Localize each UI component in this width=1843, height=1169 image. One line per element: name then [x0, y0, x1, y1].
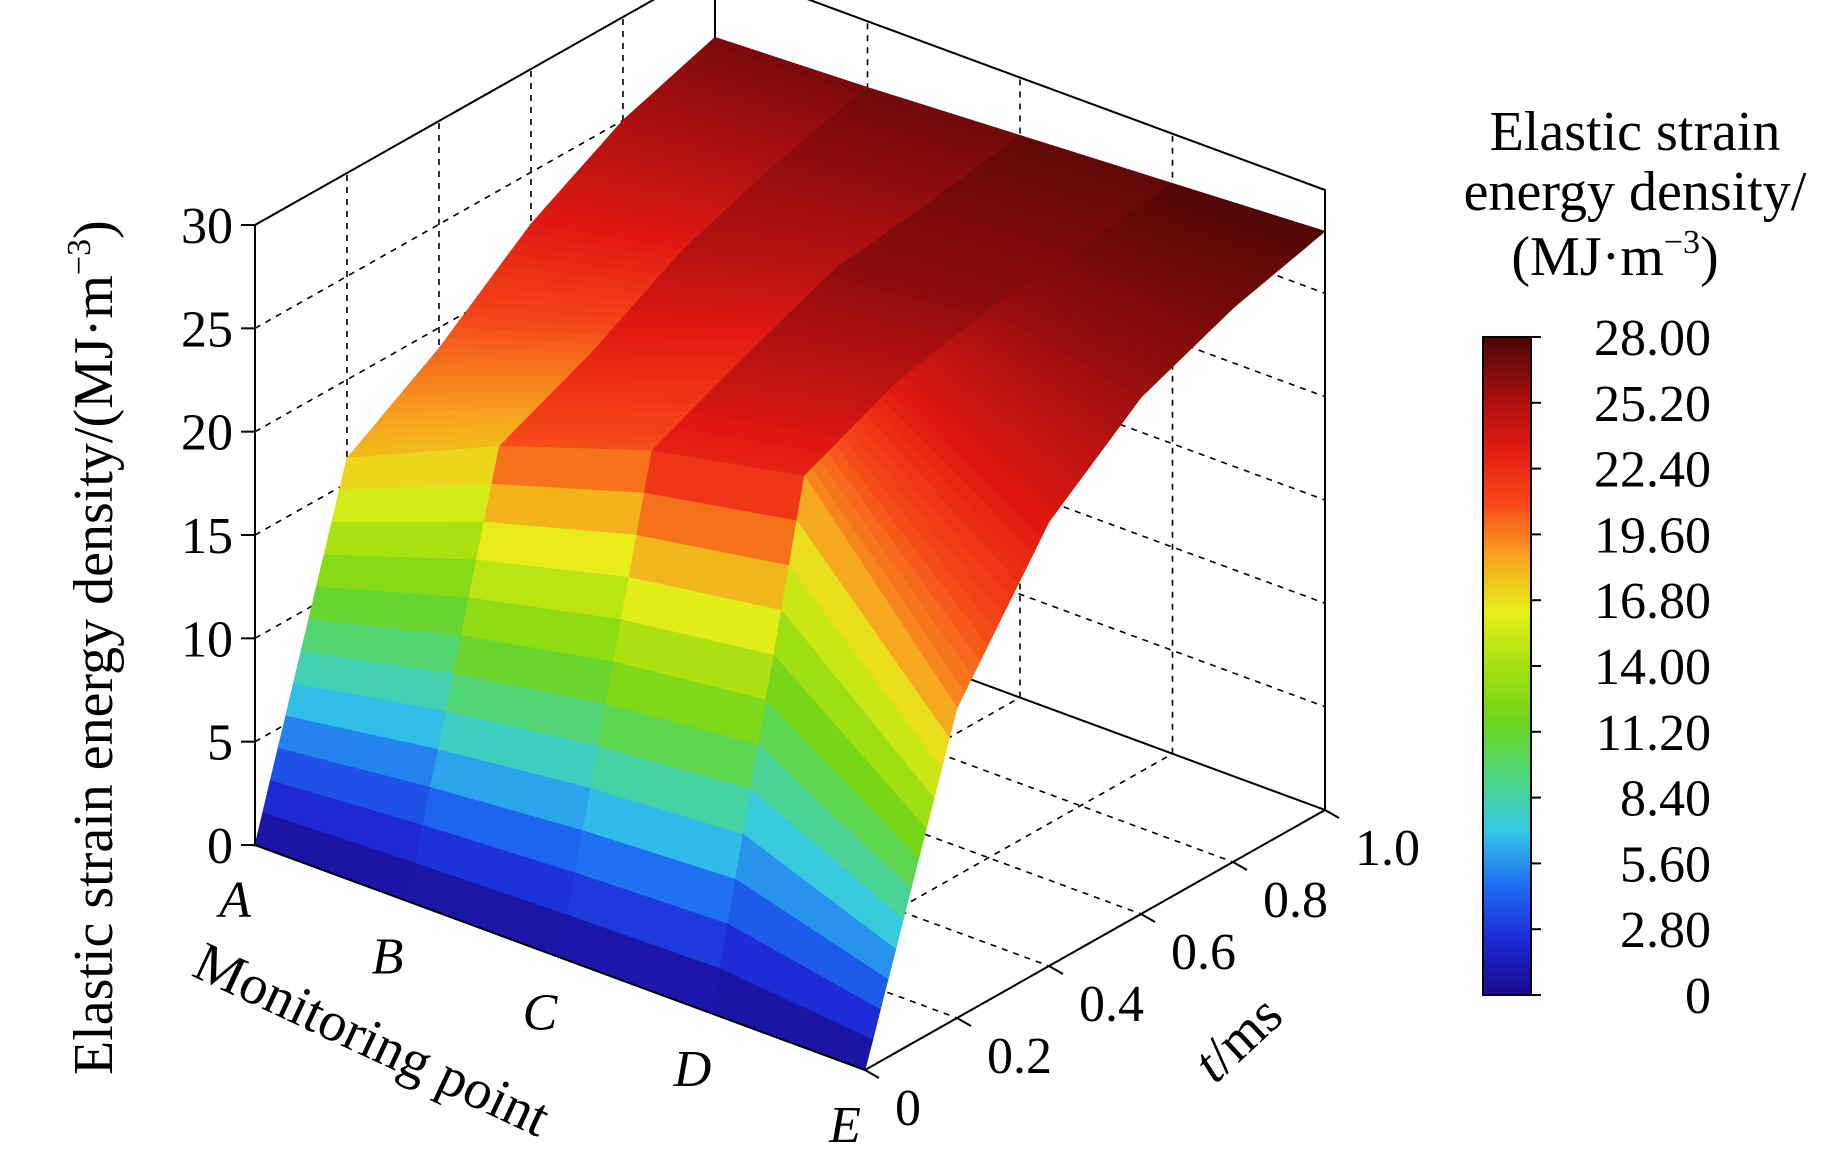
t-tick-mark [864, 1069, 880, 1079]
colorbar-title-unit: (MJ·m−3) [1511, 224, 1718, 288]
z-tick-label: 5 [207, 715, 233, 772]
colorbar-bar [1482, 336, 1532, 996]
t-tick-label: 0.4 [1079, 976, 1144, 1033]
colorbar-tick-label: 5.60 [1620, 836, 1711, 893]
surface-patch [415, 366, 578, 377]
z-axis-ticks: 0 5 10 15 20 25 30 [181, 198, 255, 875]
t-tick-mark [956, 1017, 972, 1027]
surface-patch [407, 375, 570, 386]
surface-plot [254, 36, 1326, 1071]
t-tick-mark [1140, 913, 1156, 923]
colorbar-tick-label: 16.80 [1594, 573, 1711, 630]
t-axis-line [864, 809, 1326, 1071]
t-tick-label: 0.2 [987, 1028, 1052, 1085]
t-tick-mark [1048, 965, 1064, 975]
z-axis-title: Elastic strain energy density/(MJ·m−3) [61, 220, 125, 1075]
category-label: B [372, 928, 404, 985]
colorbar-tick-label: 0 [1685, 968, 1711, 1025]
z-tick-label: 10 [181, 611, 233, 668]
colorbar-tick-label: 11.20 [1596, 705, 1711, 762]
category-label: C [523, 985, 559, 1042]
z-tick-label: 0 [207, 818, 233, 875]
colorbar-title-line-2: energy density/ [1464, 161, 1807, 223]
x-axis-line [254, 844, 866, 1071]
z-gridline [254, 0, 1326, 226]
t-axis-title: t/ms [1182, 983, 1295, 1094]
t-tick-label: 0.8 [1263, 872, 1328, 929]
z-tick-label: 20 [181, 405, 233, 462]
surface-patch [331, 483, 493, 524]
t-tick-mark [1232, 861, 1248, 871]
colorbar-tick-label: 19.60 [1594, 507, 1711, 564]
t-tick-label: 0.6 [1171, 924, 1236, 981]
z-tick-label: 15 [181, 508, 233, 565]
surface-patch [323, 521, 485, 561]
category-label: E [828, 1097, 861, 1154]
t-axis-ticks: 0 0.2 0.4 0.6 0.8 1.0 [864, 809, 1420, 1137]
category-label: A [216, 872, 251, 929]
x-axis-categories: A B C D E [216, 872, 861, 1154]
colorbar: Elastic strain energy density/ (MJ·m−3) … [1464, 101, 1807, 1025]
colorbar-tick-label: 22.40 [1594, 442, 1711, 499]
colorbar-tick-label: 28.00 [1594, 310, 1711, 367]
t-tick-label: 1.0 [1355, 820, 1420, 877]
colorbar-tick-label: 8.40 [1620, 771, 1711, 828]
colorbar-title-line-1: Elastic strain [1490, 101, 1781, 163]
colorbar-tick-label: 25.20 [1594, 376, 1711, 433]
category-label: D [673, 1041, 712, 1098]
colorbar-ticks: 28.00 25.20 22.40 19.60 16.80 14.00 11.20 8.40 5… [1531, 310, 1711, 1025]
z-tick-label: 30 [181, 198, 233, 255]
z-tick-label: 25 [181, 301, 233, 358]
colorbar-tick-label: 14.00 [1594, 639, 1711, 696]
colorbar-tick-label: 2.80 [1620, 902, 1711, 959]
t-tick-mark [1324, 809, 1340, 819]
t-tick-label: 0 [895, 1080, 921, 1137]
